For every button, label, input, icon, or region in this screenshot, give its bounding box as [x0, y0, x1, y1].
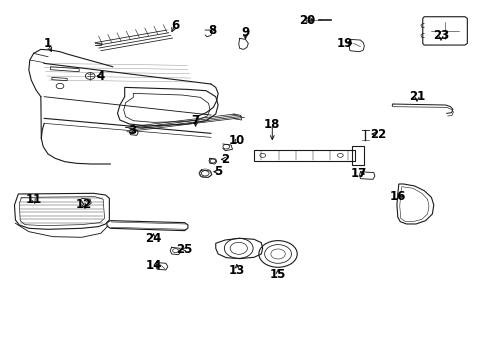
Text: 11: 11 [25, 193, 41, 206]
Text: 25: 25 [176, 243, 192, 256]
Text: 1: 1 [44, 37, 52, 50]
Text: 20: 20 [298, 14, 314, 27]
Text: 16: 16 [389, 190, 405, 203]
Text: 3: 3 [127, 124, 136, 137]
Text: 22: 22 [370, 128, 386, 140]
Text: 5: 5 [214, 165, 223, 178]
Text: 14: 14 [145, 259, 162, 272]
Text: 19: 19 [336, 37, 353, 50]
Text: 15: 15 [269, 269, 285, 282]
Text: 10: 10 [228, 134, 244, 147]
Text: 12: 12 [76, 199, 92, 211]
Text: 4: 4 [97, 70, 104, 83]
Text: 13: 13 [228, 264, 244, 277]
Text: 9: 9 [241, 26, 249, 39]
Text: 18: 18 [264, 118, 280, 131]
Text: 7: 7 [191, 114, 199, 127]
Text: 21: 21 [408, 90, 424, 103]
Text: 23: 23 [432, 29, 448, 41]
Text: 6: 6 [170, 19, 179, 32]
Text: 2: 2 [221, 153, 229, 166]
Text: 8: 8 [208, 23, 216, 37]
Text: 17: 17 [350, 168, 366, 181]
Text: 24: 24 [145, 232, 162, 245]
